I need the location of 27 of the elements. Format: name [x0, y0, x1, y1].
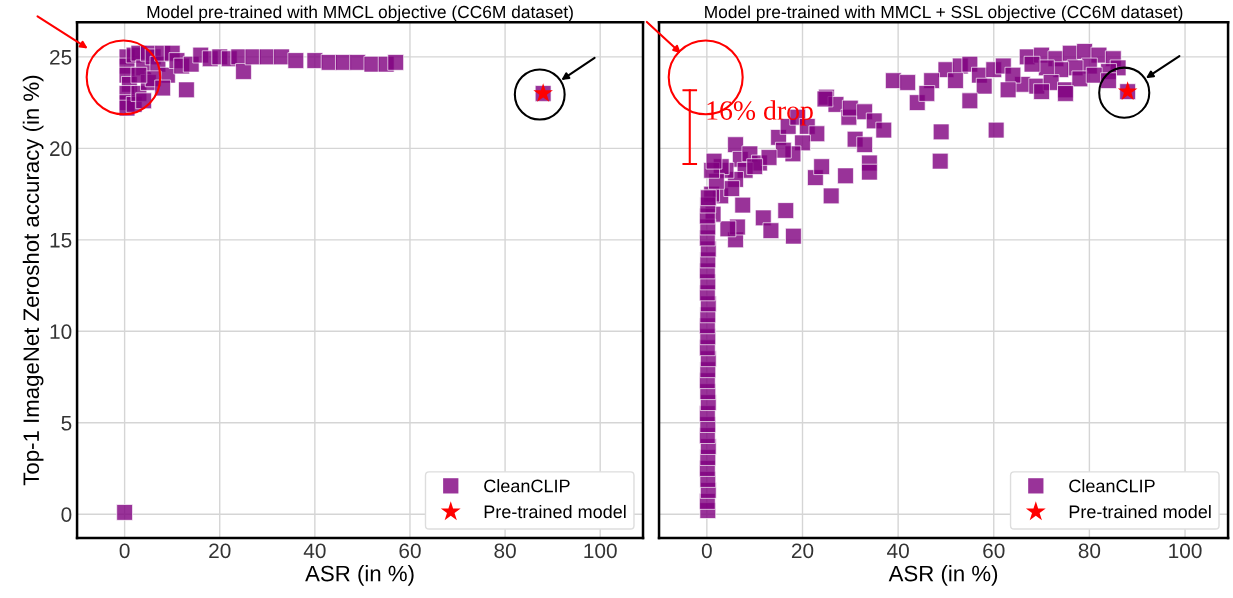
- x-tick-label: 40: [303, 543, 326, 559]
- y-tick-label: 15: [50, 233, 72, 248]
- x-axis-title: ASR (in %): [305, 565, 414, 586]
- x-axis-title: ASR (in %): [888, 565, 998, 586]
- x-tick-label: 20: [791, 543, 814, 559]
- x-tick-label: 80: [494, 543, 516, 559]
- y-tick-label: 25: [50, 49, 72, 65]
- y-tick-label: 10: [50, 324, 72, 340]
- x-tick-label: 60: [399, 543, 421, 559]
- x-tick-label: 60: [983, 543, 1005, 559]
- x-tick-label: 40: [887, 543, 909, 559]
- legend-label: CleanCLIP: [1069, 479, 1155, 493]
- x-tick-label: 100: [584, 543, 617, 559]
- y-tick-label: 20: [50, 141, 72, 157]
- legend-label: Pre-trained model: [484, 504, 626, 519]
- y-axis-title: Top-1 ImageNet Zeroshot accuracy (in %): [22, 75, 44, 486]
- legend-label: CleanCLIP: [484, 479, 570, 493]
- y-tick-label: 0: [61, 507, 72, 522]
- x-tick-label: 0: [701, 543, 712, 559]
- x-tick-label: 80: [1078, 543, 1101, 559]
- x-tick-label: 20: [209, 543, 231, 559]
- legend-label: Pre-trained model: [1069, 504, 1211, 519]
- x-tick-label: 0: [119, 543, 130, 559]
- chart-title: Model pre-trained with MMCL objective (CC6M dataset): [147, 5, 573, 22]
- y-tick-label: 5: [61, 415, 72, 431]
- x-tick-label: 100: [1169, 543, 1202, 559]
- chart-title: Model pre-trained with MMCL + SSL objective (CC6M dataset): [705, 5, 1183, 22]
